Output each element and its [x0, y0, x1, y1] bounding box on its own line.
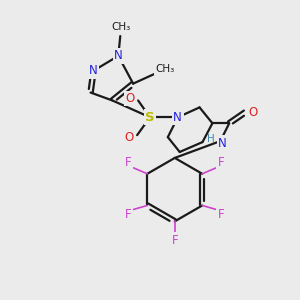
Text: CH₃: CH₃	[112, 22, 131, 32]
Text: S: S	[145, 111, 155, 124]
Text: N: N	[218, 136, 227, 150]
Text: F: F	[125, 208, 132, 221]
Text: F: F	[172, 234, 178, 247]
Text: F: F	[125, 156, 132, 170]
Text: F: F	[218, 156, 224, 170]
Text: CH₃: CH₃	[155, 64, 175, 74]
Text: N: N	[114, 50, 123, 62]
Text: N: N	[89, 64, 98, 77]
Text: O: O	[124, 130, 134, 144]
Text: F: F	[218, 208, 224, 221]
Text: H: H	[207, 134, 214, 144]
Text: O: O	[248, 106, 258, 119]
Text: O: O	[126, 92, 135, 105]
Text: N: N	[173, 111, 182, 124]
